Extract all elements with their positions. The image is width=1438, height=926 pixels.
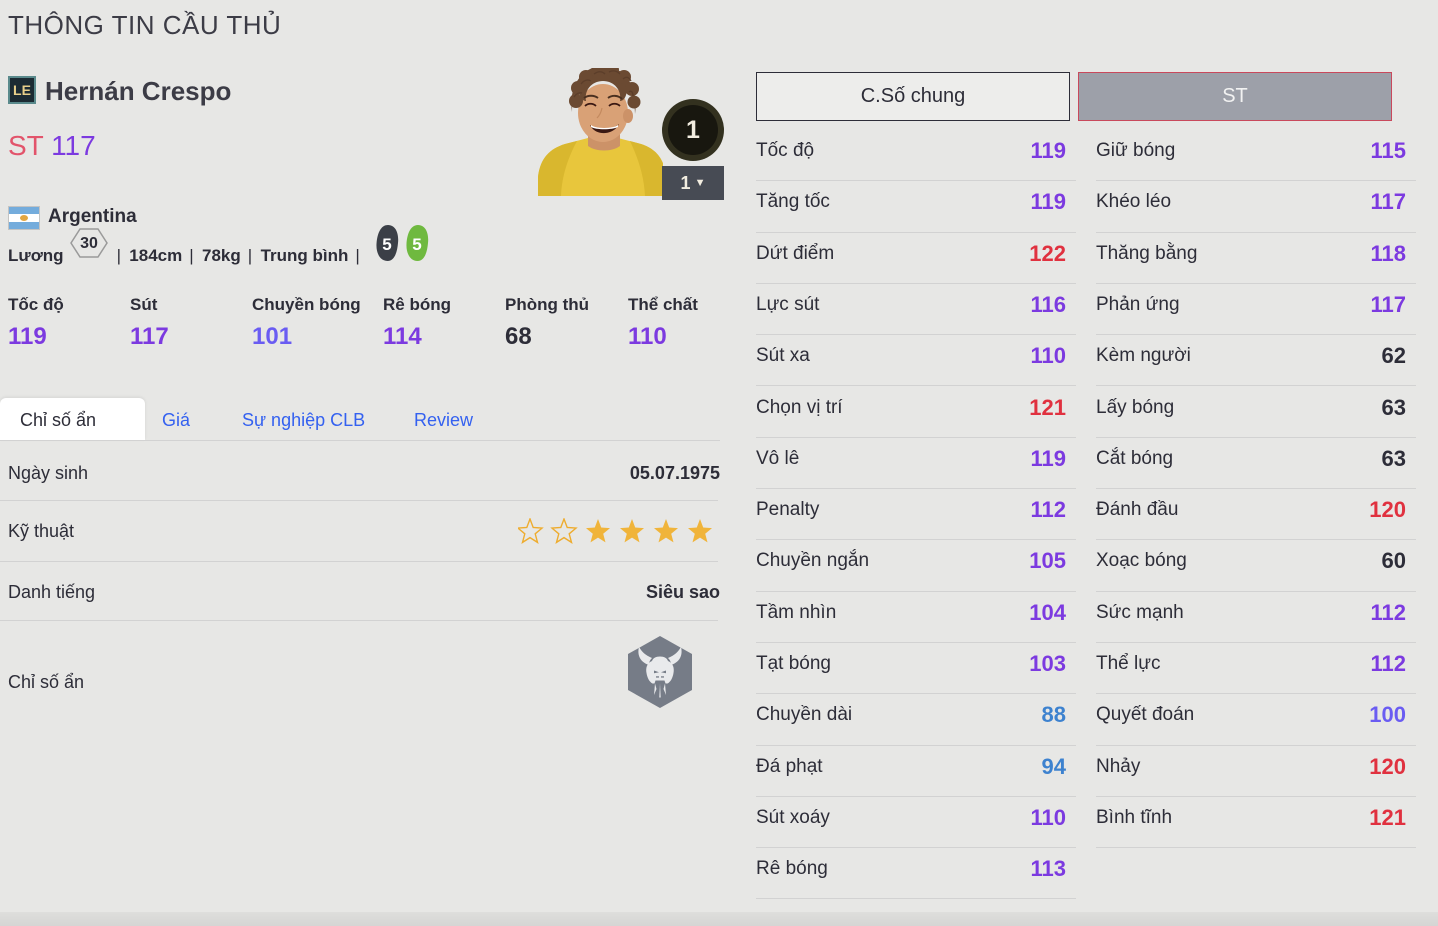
svg-text:5: 5 <box>382 235 391 254</box>
svg-text:30: 30 <box>80 235 98 252</box>
svg-text:5: 5 <box>412 235 421 254</box>
